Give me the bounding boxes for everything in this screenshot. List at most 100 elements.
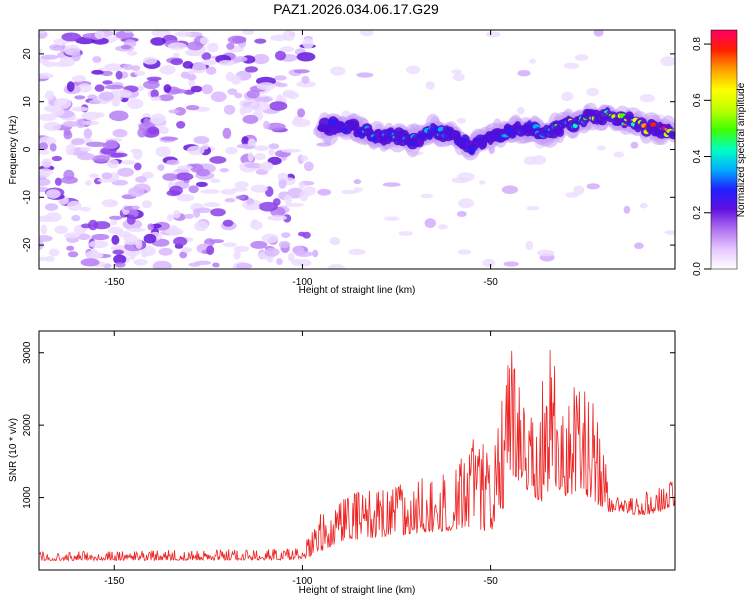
noise-blob <box>80 147 92 152</box>
spectrogram-blobs <box>39 30 675 269</box>
snr-axes: -150 -100 -50 1000 2000 3000 <box>22 331 675 587</box>
noise-blob <box>176 194 195 202</box>
noise-blob <box>104 63 124 72</box>
noise-blob <box>67 200 82 211</box>
noise-blob <box>46 189 61 199</box>
noise-blob <box>247 203 260 211</box>
noise-blob <box>110 152 128 158</box>
noise-blob <box>122 64 133 71</box>
noise-blob <box>200 189 220 194</box>
noise-blob <box>39 256 47 262</box>
noise-blob <box>252 53 270 65</box>
spectrogram-x-tick-label: -150 <box>104 277 124 288</box>
noise-blob <box>193 208 201 218</box>
noise-blob <box>250 240 268 249</box>
snr-series-line <box>39 349 675 562</box>
noise-blob <box>190 85 203 93</box>
noise-blob <box>284 202 304 207</box>
noise-blob <box>398 231 414 236</box>
noise-blob <box>251 219 259 225</box>
noise-blob <box>39 171 50 179</box>
noise-blob <box>272 198 281 206</box>
snr-x-tick-label: -150 <box>104 576 124 587</box>
noise-blob <box>220 189 236 195</box>
noise-blob <box>53 61 70 67</box>
noise-blob <box>253 145 269 152</box>
noise-blob <box>209 156 227 164</box>
noise-blob <box>242 106 253 113</box>
noise-blob <box>340 189 359 195</box>
noise-blob <box>227 35 246 44</box>
noise-blob <box>110 219 118 226</box>
noise-blob <box>623 205 631 214</box>
noise-blob <box>192 61 206 71</box>
noise-blob <box>176 121 186 129</box>
noise-blob <box>458 198 474 209</box>
noise-blob <box>140 249 148 258</box>
snr-xlabel: Height of straight line (km) <box>299 585 416 596</box>
noise-blob <box>64 232 80 239</box>
noise-blob <box>184 213 195 219</box>
noise-blob <box>420 193 433 199</box>
noise-blob <box>312 249 319 258</box>
noise-blob <box>330 66 346 76</box>
noise-blob <box>151 30 171 37</box>
spectrogram-y-tick-label: 10 <box>22 96 33 108</box>
spectrogram-heatmap <box>39 30 675 269</box>
noise-blob <box>60 176 78 184</box>
noise-blob <box>291 118 311 128</box>
noise-blob <box>89 252 104 259</box>
noise-blob <box>196 181 208 187</box>
noise-blob <box>278 240 291 249</box>
noise-blob <box>162 173 178 181</box>
noise-blob <box>261 233 279 244</box>
noise-blob <box>49 44 62 51</box>
noise-blob <box>114 262 126 268</box>
noise-blob <box>127 50 138 56</box>
noise-blob <box>168 109 180 114</box>
noise-blob <box>74 95 86 100</box>
noise-blob <box>561 91 574 102</box>
noise-blob <box>88 99 101 105</box>
noise-blob <box>150 89 159 99</box>
noise-blob <box>135 238 143 250</box>
noise-blob <box>613 151 624 158</box>
noise-blob <box>111 234 120 245</box>
noise-blob <box>265 122 286 131</box>
noise-blob <box>126 214 136 225</box>
noise-blob <box>186 73 197 81</box>
noise-blob <box>111 99 121 107</box>
colorbar-tick-label: 0.8 <box>692 37 703 51</box>
noise-blob <box>188 68 196 75</box>
noise-blob <box>276 258 283 266</box>
noise-blob <box>293 69 310 74</box>
noise-blob <box>71 138 85 146</box>
noise-blob <box>630 141 639 149</box>
noise-blob <box>39 72 54 79</box>
noise-blob <box>241 136 249 146</box>
noise-blob <box>452 73 465 82</box>
noise-blob <box>43 61 57 68</box>
noise-blob <box>39 177 51 187</box>
spectrogram-y-tick-label: 0 <box>22 146 33 152</box>
noise-blob <box>182 61 194 69</box>
colorbar: 0.0 0.2 0.4 0.6 0.8 Normalized spectral ampl… <box>692 29 747 276</box>
noise-blob <box>187 145 205 156</box>
noise-blob <box>91 233 110 241</box>
noise-blob <box>100 147 117 155</box>
noise-blob <box>536 249 555 257</box>
noise-blob <box>127 98 144 110</box>
noise-blob <box>255 169 269 175</box>
noise-blob <box>218 60 235 66</box>
figure-title: PAZ1.2026.034.06.17.G29 <box>273 1 439 17</box>
noise-blob <box>210 91 227 102</box>
noise-blob <box>101 172 113 180</box>
noise-blob <box>353 179 362 185</box>
noise-blob <box>43 121 61 131</box>
signal-peak-blob <box>572 123 578 129</box>
noise-blob <box>233 245 250 252</box>
noise-blob <box>246 89 260 99</box>
noise-blob <box>158 94 174 102</box>
noise-blob <box>298 231 306 237</box>
